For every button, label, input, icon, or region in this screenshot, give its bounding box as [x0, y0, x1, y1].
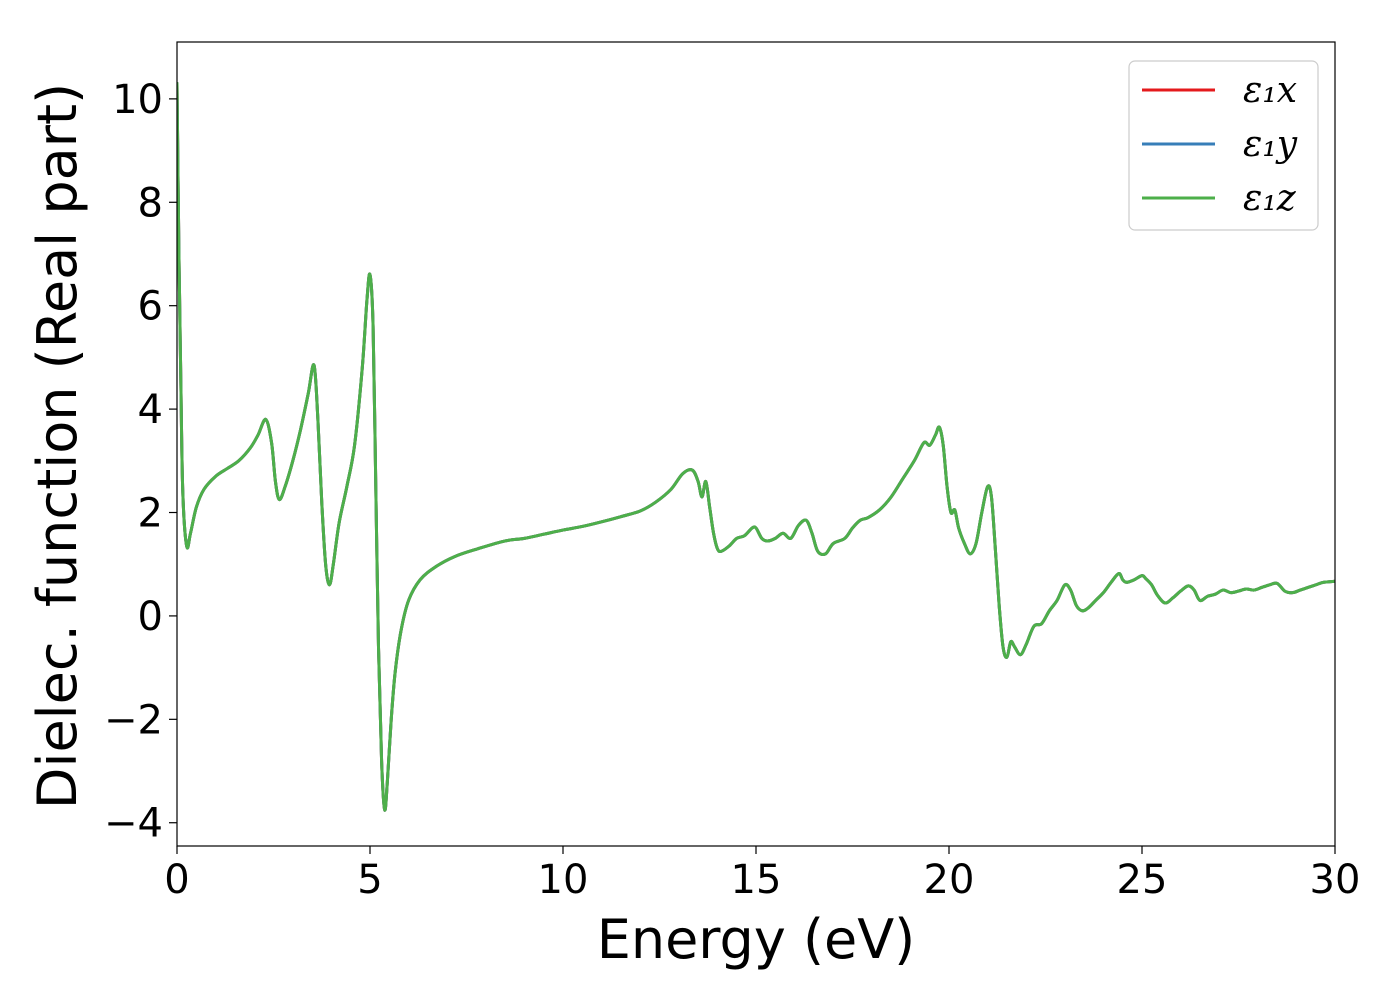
y-axis-ticks: −4 −2 0 2 4 6 8 10 — [104, 77, 177, 847]
y-tick-label: 6 — [138, 284, 163, 330]
y-tick-label: 4 — [138, 387, 163, 433]
x-tick-label: 15 — [731, 857, 782, 903]
x-tick-label: 25 — [1117, 857, 1168, 903]
x-tick-label: 0 — [164, 857, 189, 903]
y-tick-label: 10 — [112, 77, 163, 123]
y-tick-label: −2 — [104, 697, 163, 743]
x-tick-label: 20 — [924, 857, 975, 903]
x-tick-label: 30 — [1310, 857, 1361, 903]
x-tick-label: 10 — [538, 857, 589, 903]
y-tick-label: 0 — [138, 594, 163, 640]
x-axis-title: Energy (eV) — [597, 908, 916, 971]
x-axis-ticks: 0 5 10 15 20 25 30 — [164, 846, 1360, 903]
y-tick-label: −4 — [104, 801, 163, 847]
series-layer — [177, 81, 1335, 812]
legend-label: ε₁y — [1243, 124, 1298, 165]
y-tick-label: 2 — [138, 491, 163, 537]
x-tick-label: 5 — [357, 857, 382, 903]
legend-box — [1128, 60, 1319, 231]
legend-label: ε₁z — [1243, 178, 1297, 219]
y-axis-title: Dielec. function (Real part) — [26, 83, 89, 809]
y-tick-label: 8 — [138, 180, 163, 226]
legend: ε₁x ε₁y ε₁z — [1128, 60, 1319, 231]
series-line-z — [177, 81, 1335, 812]
legend-label: ε₁x — [1243, 70, 1297, 111]
